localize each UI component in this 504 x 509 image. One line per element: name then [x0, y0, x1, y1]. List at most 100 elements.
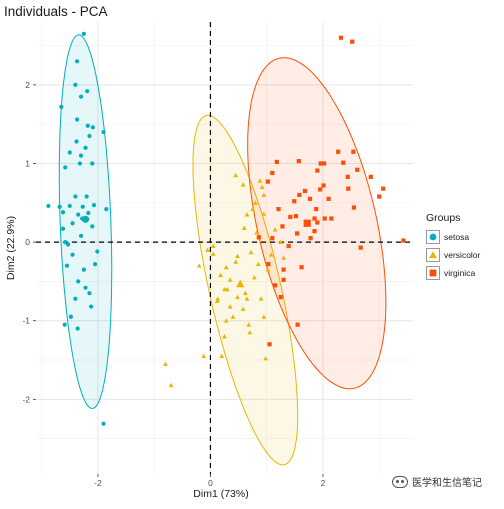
point-versicolor — [253, 200, 258, 205]
point-versicolor — [257, 178, 263, 183]
point-setosa — [57, 204, 62, 209]
point-virginica — [338, 35, 344, 40]
point-setosa — [59, 104, 64, 109]
point-versicolor — [210, 251, 216, 256]
point-virginica — [281, 267, 286, 272]
point-virginica — [318, 161, 323, 166]
point-virginica — [315, 220, 320, 225]
point-versicolor — [251, 275, 257, 280]
point-versicolor — [268, 252, 274, 257]
legend-key-versicolor — [426, 248, 440, 262]
point-versicolor — [196, 263, 202, 268]
legend-marker-setosa — [429, 233, 437, 241]
point-virginica — [336, 149, 341, 154]
point-virginica — [307, 196, 313, 201]
point-virginica — [292, 199, 297, 204]
y-tick-label: 0 — [25, 237, 30, 247]
y-tick-label: 2 — [25, 80, 30, 90]
legend-items: setosa versicolor virginica — [426, 228, 502, 282]
point-setosa — [74, 139, 79, 144]
point-setosa — [70, 252, 75, 257]
point-setosa — [90, 161, 95, 166]
point-setosa — [64, 263, 70, 268]
point-setosa — [83, 145, 88, 150]
x-tick-label: -2 — [94, 478, 102, 488]
legend-item-setosa: setosa — [426, 228, 502, 246]
point-setosa — [81, 267, 86, 272]
x-tick-label: 0 — [208, 478, 213, 488]
point-versicolor — [240, 306, 246, 311]
point-versicolor — [223, 264, 229, 270]
point-setosa — [91, 203, 97, 208]
point-versicolor — [258, 296, 264, 301]
point-virginica — [358, 245, 363, 250]
point-virginica — [296, 159, 301, 164]
point-virginica — [278, 295, 283, 300]
point-setosa — [60, 226, 66, 231]
reference-lines — [36, 22, 413, 474]
point-virginica — [281, 277, 286, 282]
point-virginica — [329, 216, 334, 221]
point-versicolor — [215, 296, 221, 301]
point-setosa — [90, 224, 95, 229]
watermark-text: 医学和生信笔记 — [412, 478, 482, 489]
point-versicolor — [244, 212, 250, 217]
point-versicolor — [281, 255, 286, 260]
point-virginica — [293, 214, 299, 219]
point-setosa — [101, 421, 106, 426]
point-versicolor — [210, 243, 216, 248]
point-versicolor — [246, 322, 252, 327]
point-versicolor — [255, 261, 261, 267]
point-setosa — [62, 322, 67, 327]
point-virginica — [351, 149, 356, 154]
point-versicolor — [254, 230, 259, 235]
point-setosa — [78, 94, 84, 99]
point-versicolor — [272, 227, 278, 232]
point-versicolor — [224, 286, 230, 292]
point-virginica — [351, 205, 357, 210]
point-setosa — [87, 291, 92, 296]
point-versicolor — [259, 184, 265, 190]
y-tick-label: 1 — [25, 158, 30, 168]
point-setosa — [84, 194, 89, 199]
point-versicolor — [265, 267, 271, 272]
point-versicolor — [227, 304, 233, 309]
point-versicolor — [168, 382, 174, 388]
point-versicolor — [222, 334, 227, 339]
group-means — [81, 215, 311, 288]
point-virginica — [381, 186, 386, 191]
point-setosa — [67, 150, 72, 155]
legend-title: Groups — [426, 212, 461, 224]
legend-item-versicolor: versicolor — [426, 246, 502, 264]
point-setosa — [76, 212, 81, 217]
point-versicolor — [219, 353, 225, 359]
point-setosa — [101, 129, 106, 135]
point-virginica — [368, 174, 373, 179]
point-versicolor — [163, 361, 168, 366]
point-setosa — [76, 279, 81, 284]
point-virginica — [401, 238, 406, 243]
point-virginica — [341, 160, 346, 165]
point-virginica — [280, 224, 285, 229]
point-versicolor — [214, 298, 220, 303]
mean-virginica — [303, 219, 311, 227]
point-setosa — [104, 206, 109, 212]
point-setosa — [74, 117, 80, 122]
point-versicolor — [230, 314, 236, 319]
point-virginica — [270, 236, 275, 241]
point-setosa — [90, 125, 95, 130]
legend-item-virginica: virginica — [426, 264, 502, 282]
point-setosa — [89, 304, 94, 309]
point-setosa — [78, 233, 84, 238]
point-setosa — [74, 59, 80, 64]
legend-key-setosa — [426, 230, 440, 244]
y-axis-label: Dim2 (22.9%) — [5, 216, 17, 280]
point-virginica — [321, 161, 327, 166]
point-versicolor — [261, 192, 267, 197]
point-versicolor — [278, 239, 284, 245]
point-setosa — [80, 204, 85, 209]
point-setosa — [78, 153, 84, 158]
point-setosa — [60, 210, 66, 215]
point-setosa — [95, 249, 100, 254]
